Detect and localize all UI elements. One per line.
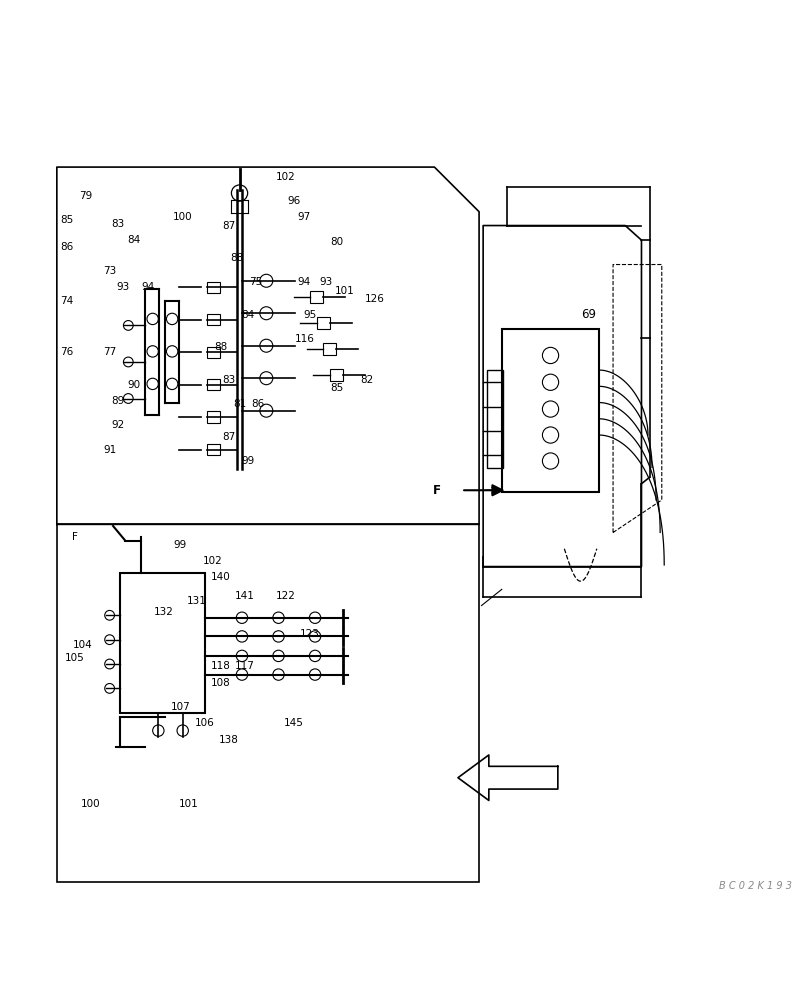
Text: F: F: [432, 484, 440, 497]
Bar: [501, 329, 599, 492]
Text: 117: 117: [235, 661, 255, 671]
Text: 86: 86: [60, 242, 73, 252]
Text: 83: 83: [222, 375, 235, 385]
Text: 100: 100: [173, 212, 192, 222]
Text: 116: 116: [294, 334, 314, 344]
Text: 138: 138: [219, 735, 238, 745]
Text: 126: 126: [365, 294, 384, 304]
Text: 122: 122: [276, 591, 295, 601]
Text: 96: 96: [287, 196, 300, 206]
Text: 77: 77: [103, 347, 116, 357]
Text: 93: 93: [320, 277, 333, 287]
Text: 84: 84: [241, 310, 254, 320]
Text: 123: 123: [300, 629, 320, 639]
Text: 73: 73: [103, 266, 116, 276]
Text: 101: 101: [335, 286, 354, 296]
Text: 118: 118: [211, 661, 230, 671]
Text: 106: 106: [195, 718, 214, 728]
Text: 131: 131: [187, 596, 206, 606]
Text: 88: 88: [214, 342, 227, 352]
Text: 76: 76: [60, 347, 73, 357]
Text: 97: 97: [298, 212, 311, 222]
Text: 140: 140: [211, 572, 230, 582]
Text: 86: 86: [251, 399, 264, 409]
Text: 132: 132: [154, 607, 174, 617]
Text: 88: 88: [230, 253, 243, 263]
Text: 74: 74: [60, 296, 73, 306]
Text: 85: 85: [60, 215, 73, 225]
Text: 99: 99: [174, 540, 187, 550]
Text: 90: 90: [127, 380, 140, 390]
Text: 82: 82: [360, 375, 373, 385]
Text: 108: 108: [211, 678, 230, 688]
Text: 105: 105: [65, 653, 84, 663]
Bar: [120, 573, 205, 713]
Text: 104: 104: [73, 640, 92, 650]
Text: 94: 94: [298, 277, 311, 287]
Text: 87: 87: [222, 432, 235, 442]
Text: 102: 102: [276, 172, 295, 182]
Text: 145: 145: [284, 718, 303, 728]
Text: 99: 99: [241, 456, 254, 466]
Text: B C 0 2 K 1 9 3: B C 0 2 K 1 9 3: [718, 881, 791, 891]
Text: 93: 93: [117, 282, 130, 292]
Text: 87: 87: [222, 221, 235, 231]
Text: 89: 89: [111, 396, 124, 406]
Text: 101: 101: [178, 799, 198, 809]
Text: 100: 100: [81, 799, 101, 809]
Bar: [487, 370, 503, 468]
Text: 69: 69: [581, 308, 595, 321]
Text: 92: 92: [111, 420, 124, 430]
Text: F: F: [71, 532, 78, 542]
Text: 95: 95: [303, 310, 316, 320]
Text: 80: 80: [330, 237, 343, 247]
Text: 91: 91: [103, 445, 116, 455]
Text: 84: 84: [127, 235, 140, 245]
Text: 141: 141: [235, 591, 255, 601]
Text: 107: 107: [170, 702, 190, 712]
Text: 102: 102: [203, 556, 222, 566]
Text: 81: 81: [233, 399, 246, 409]
Text: 75: 75: [249, 277, 262, 287]
Text: 83: 83: [111, 219, 124, 229]
Text: 85: 85: [330, 383, 343, 393]
Text: 79: 79: [79, 191, 92, 201]
Text: 94: 94: [141, 282, 154, 292]
